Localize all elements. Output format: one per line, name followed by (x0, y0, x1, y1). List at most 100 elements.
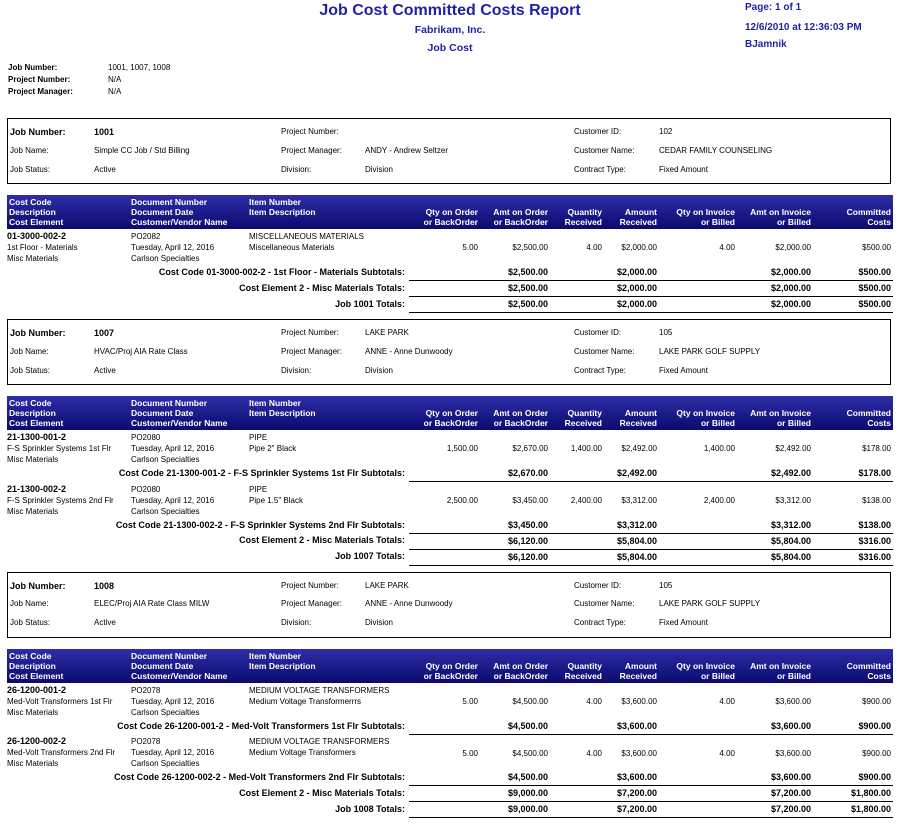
column-header-line: Cost Element (9, 418, 64, 428)
cost-code-cell: 26-1200-001-2 Med-Volt Transformers 1st F… (7, 683, 131, 719)
info-label: Customer ID: (574, 328, 622, 338)
document-cell: PO2078 Tuesday, April 12, 2016 Carlson Spe… (131, 683, 249, 719)
empty-cell (409, 718, 480, 735)
subtotal-label: Cost Code 26-1200-001-2 - Med-Volt Trans… (117, 720, 405, 731)
amount: $900.00 (862, 748, 891, 758)
column-header-line: or BackOrder (423, 217, 478, 227)
amount: $3,600.00 (775, 748, 811, 758)
empty-cell (409, 466, 480, 482)
info-label: Project Manager: (281, 599, 342, 609)
column-header-line: Qty on Order (425, 660, 478, 671)
item-description: Pipe 2" Black (249, 444, 297, 453)
column-header: Qty on Order or BackOrder (409, 195, 480, 229)
column-header-line: Qty on Invoice (676, 207, 735, 217)
cost-code: 21-1300-001-2 (7, 432, 67, 442)
subtotal-row: Cost Element 2 - Misc Materials Totals: $… (7, 785, 893, 802)
info-value (365, 125, 574, 139)
column-header-line: Received (564, 418, 602, 428)
amount: 2,400.00 (570, 496, 602, 505)
empty-cell (409, 770, 480, 786)
subtotal-label: Job 1008 Totals: (335, 803, 405, 814)
empty-cell (409, 265, 480, 281)
item-row: 26-1200-002-2 Med-Volt Transformers 2nd F… (7, 734, 893, 770)
column-header-line: Document Number (131, 197, 208, 207)
info-label: Project Number: (281, 328, 339, 338)
column-header-line: Document Date (131, 408, 194, 418)
empty-cell (409, 549, 480, 566)
subtotal-value: $3,312.00 (737, 517, 813, 534)
info-label: Division: (281, 365, 312, 375)
subtotal-label: Job 1001 Totals: (335, 298, 405, 309)
column-header-line: Cost Element (9, 217, 64, 227)
amount: $2,670.00 (512, 444, 548, 453)
info-value: ELEC/Proj AIA Rate Class MILW (94, 599, 210, 609)
subtotal-value: $500.00 (813, 296, 893, 313)
print-datetime: 12/6/2010 at 12:36:03 PM (745, 22, 862, 33)
amount: $4,500.00 (512, 748, 548, 758)
amount: $2,492.00 (775, 444, 811, 453)
subtotal-value: $7,200.00 (604, 801, 659, 818)
subtotal-value: $900.00 (813, 718, 893, 735)
info-label: Job Status: (10, 365, 51, 375)
amount: 4.00 (719, 696, 735, 706)
subtotal-value: $2,000.00 (604, 265, 659, 281)
column-header-line: or BackOrder (493, 418, 548, 428)
column-header-line: or BackOrder (423, 670, 478, 681)
column-header-line: or BackOrder (493, 670, 548, 681)
info-value: 1007 (94, 328, 115, 339)
document-cell: PO2078 Tuesday, April 12, 2016 Carlson Spe… (131, 734, 249, 770)
column-header-line: Item Description (249, 660, 316, 671)
amount: $138.00 (862, 496, 891, 505)
subtotal-label: Cost Element 2 - Misc Materials Totals: (239, 282, 405, 293)
subtotal-label: Cost Element 2 - Misc Materials Totals: (239, 787, 405, 798)
info-label: Customer Name: (574, 145, 635, 155)
info-value: 105 (659, 580, 673, 590)
item-cell: PIPE Pipe 2" Black (249, 430, 409, 466)
column-header-line: or BackOrder (423, 418, 478, 428)
column-header-line: Document Number (131, 398, 208, 408)
column-header-line: Cost Element (9, 670, 64, 681)
cost-code-cell: 26-1200-002-2 Med-Volt Transformers 2nd F… (7, 734, 131, 770)
subtotal-value: $7,200.00 (604, 785, 659, 802)
item-number: MEDIUM VOLTAGE TRANSFORMERS (249, 685, 390, 695)
vendor-name: Carlson Specialties (131, 759, 200, 768)
info-label: Job Status: (10, 618, 51, 628)
column-header: Quantity Received (550, 648, 604, 683)
info-value: Fixed Amount (659, 164, 708, 174)
subtotal-value: $316.00 (813, 533, 893, 550)
info-value: Active (94, 618, 116, 628)
info-value: CEDAR FAMILY COUNSELING (659, 145, 773, 155)
subtotal-value: $3,450.00 (480, 517, 550, 534)
job-info: Job Number: 1001 Project Number: Customer I… (7, 118, 891, 184)
empty-cell (550, 770, 604, 786)
vendor-name: Carlson Specialties (131, 707, 200, 717)
empty-cell (659, 718, 737, 735)
subtotal-row: Cost Code 01-3000-002-2 - 1st Floor - Ma… (7, 265, 893, 281)
column-header-line: Item Number (249, 650, 301, 661)
column-header: Cost Code Description Cost Element (7, 195, 131, 229)
column-header-line: Qty on Invoice (676, 408, 735, 418)
info-label: Division: (281, 164, 312, 174)
amount: 1,500.00 (446, 444, 478, 453)
info-label: Customer ID: (574, 580, 622, 590)
column-header: Amt on Invoice or Billed (737, 396, 813, 430)
info-value: HVAC/Proj AIA Rate Class (94, 346, 188, 356)
amount: $3,600.00 (775, 696, 811, 706)
subtotal-value: $2,492.00 (737, 466, 813, 482)
subtotal-label: Cost Code 01-3000-002-2 - 1st Floor - Ma… (158, 267, 405, 277)
subtotal-row: Job 1007 Totals: $6,120.00 $5,804.00 $5,804… (7, 549, 893, 566)
document-number: PO2078 (131, 737, 161, 746)
subtotal-row: Job 1008 Totals: $9,000.00 $7,200.00 $7,200… (7, 801, 893, 818)
subtotal-value: $9,000.00 (480, 785, 550, 802)
item-row: 21-1300-001-2 F-S Sprinkler Systems 1st F… (7, 430, 893, 466)
subtotal-value: $3,600.00 (737, 770, 813, 786)
filter-row: Project Number: N/A (8, 74, 170, 86)
column-header: Item Number Item Description (249, 648, 409, 683)
column-header-line: Cost Code (9, 650, 52, 661)
header-row: Cost Code Description Cost Element Document… (7, 396, 893, 430)
document-number: PO2080 (131, 433, 161, 442)
column-header: Amt on Invoice or Billed (737, 648, 813, 683)
column-header: Amount Received (604, 648, 659, 683)
column-header-line: or Billed (700, 217, 735, 227)
column-header-line: Document Date (131, 207, 194, 217)
